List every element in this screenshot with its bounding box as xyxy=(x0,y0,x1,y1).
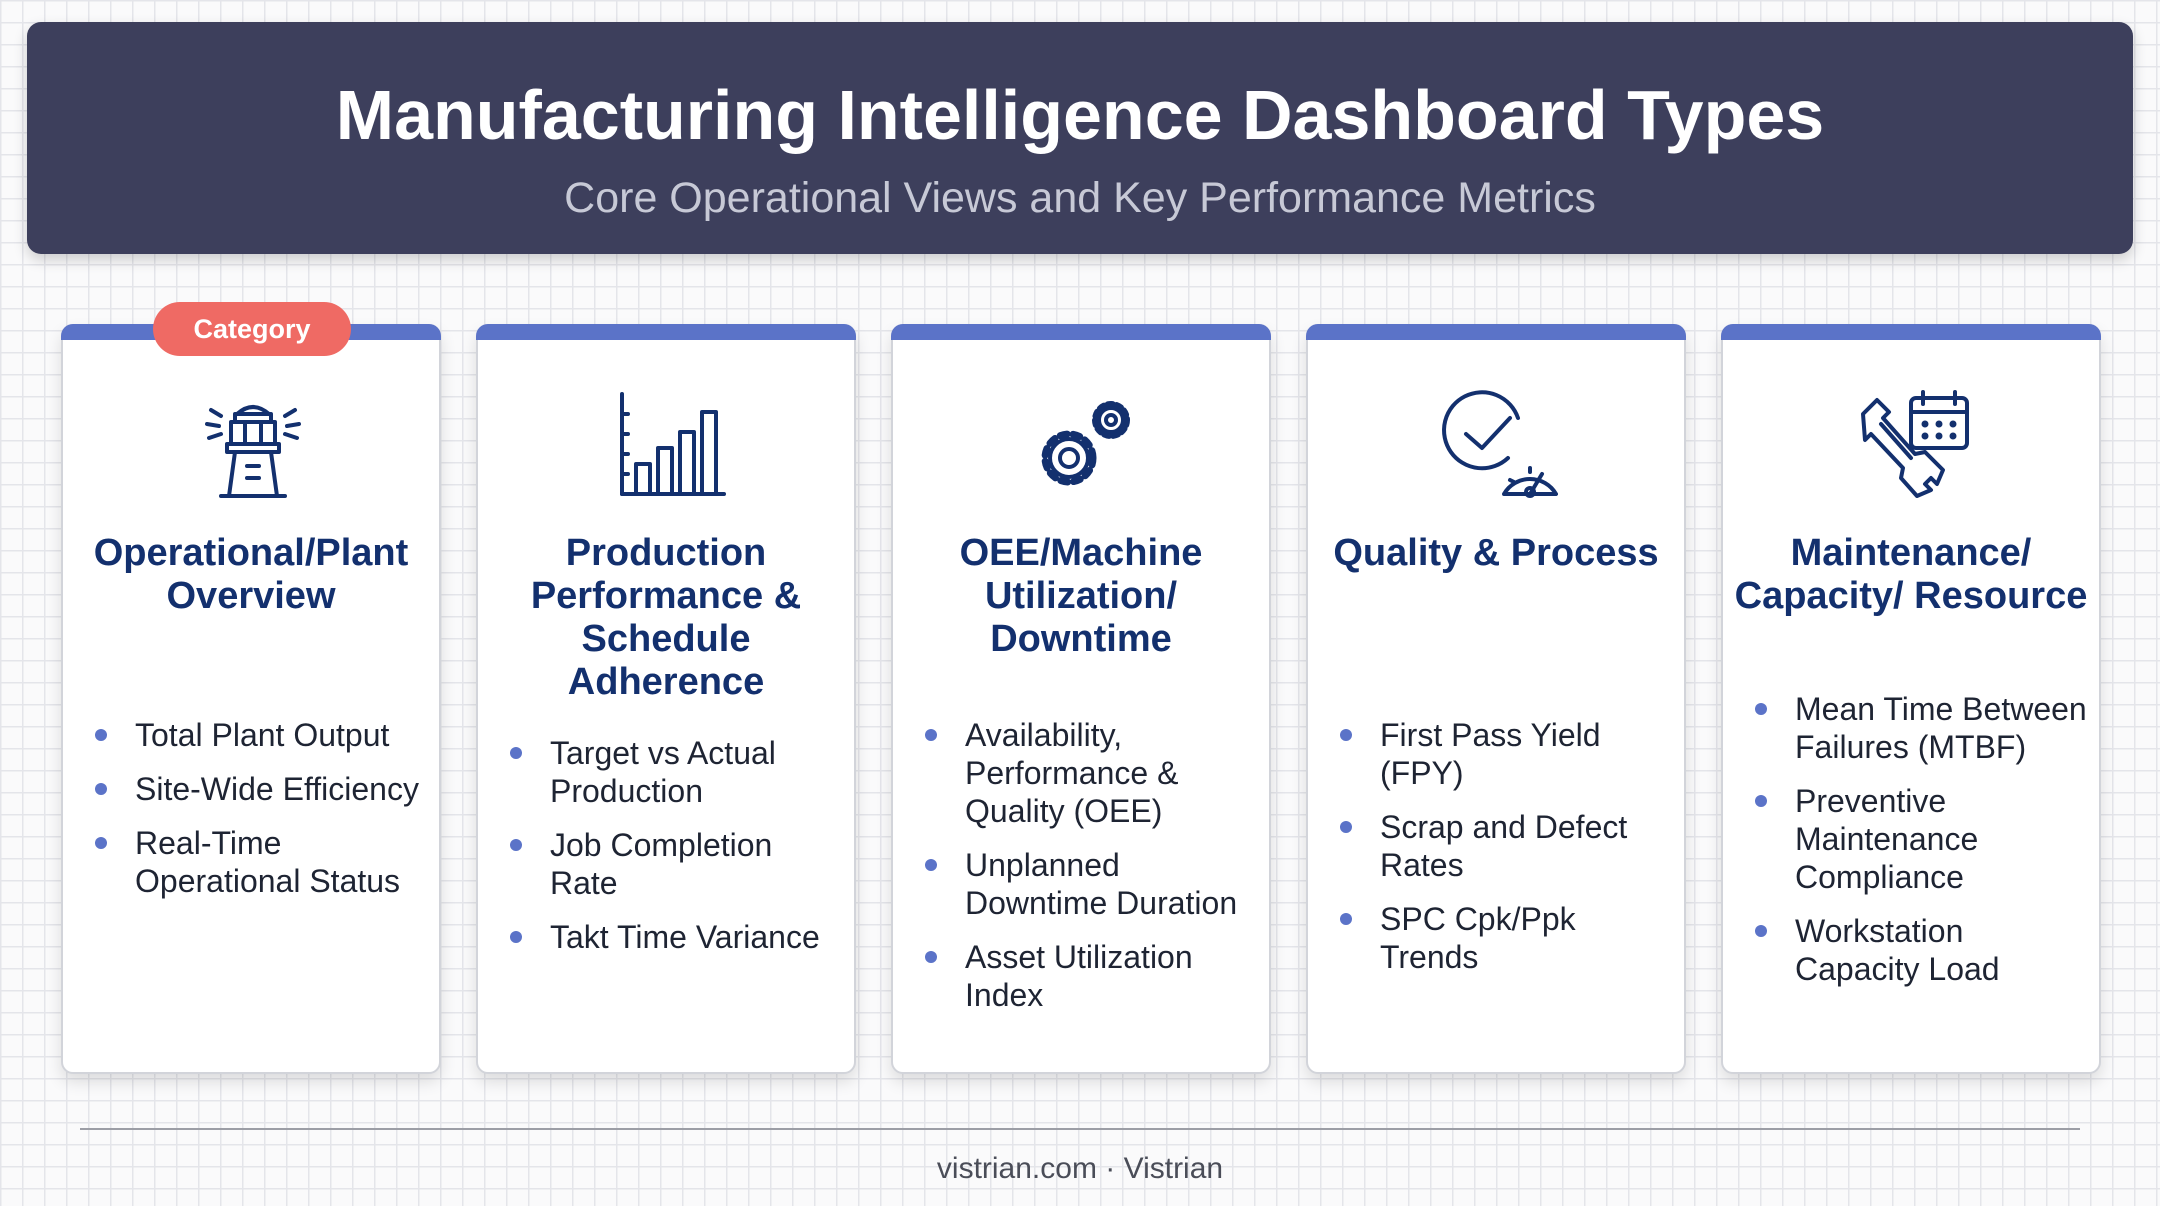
bullet-dot xyxy=(1755,795,1767,807)
footer-divider xyxy=(80,1128,2080,1130)
metric-item: Asset Utilization Index xyxy=(925,938,1259,1014)
bullet-dot xyxy=(925,859,937,871)
bullet-dot xyxy=(1755,925,1767,937)
bullet-dot xyxy=(925,729,937,741)
card-operational-overview: Category Operational/Plant Overview Tota… xyxy=(61,302,441,1074)
card-accent-bar xyxy=(1306,324,1686,340)
metric-item: Real-Time Operational Status xyxy=(95,824,429,900)
category-badge: Category xyxy=(153,302,351,356)
metric-item: Site-Wide Efficiency xyxy=(95,770,429,808)
card-production-performance: Production Performance & Schedule Adhere… xyxy=(476,324,856,1074)
card-title: Production Performance & Schedule Adhere… xyxy=(530,532,802,703)
wrench-calendar-icon xyxy=(1853,384,1973,504)
bullet-dot xyxy=(1340,913,1352,925)
header-banner: Manufacturing Intelligence Dashboard Typ… xyxy=(27,22,2133,254)
card-oee-utilization: OEE/Machine Utilization/ Downtime Availa… xyxy=(891,324,1271,1074)
card-accent-bar xyxy=(1721,324,2101,340)
metric-list: Availability, Performance & Quality (OEE… xyxy=(925,716,1259,1030)
metric-item: Unplanned Downtime Duration xyxy=(925,846,1259,922)
bullet-dot xyxy=(95,783,107,795)
metric-item: Job Completion Rate xyxy=(510,826,844,902)
card-title: Quality & Process xyxy=(1333,532,1659,574)
page-subtitle: Core Operational Views and Key Performan… xyxy=(564,174,1596,222)
bullet-dot xyxy=(1340,821,1352,833)
page-title: Manufacturing Intelligence Dashboard Typ… xyxy=(335,76,1825,154)
metric-list: Total Plant Output Site-Wide Efficiency … xyxy=(95,716,429,916)
card-maintenance-capacity: Maintenance/ Capacity/ Resource Mean Tim… xyxy=(1721,324,2101,1074)
bullet-dot xyxy=(510,839,522,851)
card-accent-bar xyxy=(891,324,1271,340)
bullet-dot xyxy=(95,729,107,741)
bullet-dot xyxy=(1755,703,1767,715)
card-title: OEE/Machine Utilization/ Downtime xyxy=(959,532,1203,660)
card-quality-process: Quality & Process First Pass Yield (FPY)… xyxy=(1306,324,1686,1074)
metric-item: Workstation Capacity Load xyxy=(1755,912,2089,988)
metric-item: Mean Time Between Failures (MTBF) xyxy=(1755,690,2089,766)
control-tower-icon xyxy=(193,384,313,504)
bullet-dot xyxy=(510,747,522,759)
metric-item: First Pass Yield (FPY) xyxy=(1340,716,1674,792)
bar-chart-icon xyxy=(608,384,728,504)
bullet-dot xyxy=(510,931,522,943)
metric-item: Availability, Performance & Quality (OEE… xyxy=(925,716,1259,830)
card-title: Operational/Plant Overview xyxy=(93,532,409,617)
card-title: Maintenance/ Capacity/ Resource xyxy=(1734,532,2088,617)
card-accent-bar xyxy=(476,324,856,340)
metric-item: Takt Time Variance xyxy=(510,918,844,956)
metric-list: Target vs Actual Production Job Completi… xyxy=(510,734,844,972)
gears-icon xyxy=(1023,384,1143,504)
footer-credit: vistrian.com · Vistrian xyxy=(936,1152,1224,1185)
metric-list: Mean Time Between Failures (MTBF) Preven… xyxy=(1755,690,2089,1004)
metric-item: Scrap and Defect Rates xyxy=(1340,808,1674,884)
check-gauge-icon xyxy=(1438,384,1558,504)
bullet-dot xyxy=(925,951,937,963)
metric-list: First Pass Yield (FPY) Scrap and Defect … xyxy=(1340,716,1674,992)
bullet-dot xyxy=(1340,729,1352,741)
metric-item: SPC Cpk/Ppk Trends xyxy=(1340,900,1674,976)
metric-item: Preventive Maintenance Compliance xyxy=(1755,782,2089,896)
bullet-dot xyxy=(95,837,107,849)
metric-item: Target vs Actual Production xyxy=(510,734,844,810)
metric-item: Total Plant Output xyxy=(95,716,429,754)
